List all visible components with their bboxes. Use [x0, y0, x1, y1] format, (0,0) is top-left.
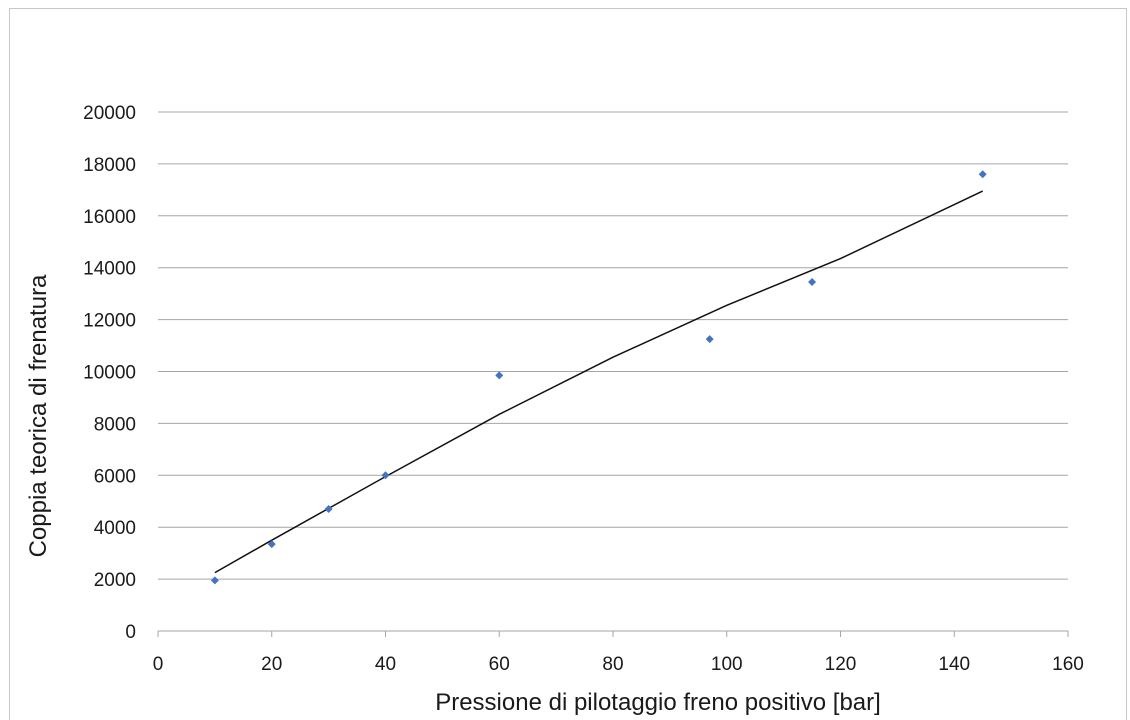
y-tick-label: 20000: [83, 103, 136, 124]
axes: [157, 630, 1069, 637]
trendline-layer: [214, 190, 984, 574]
x-tick-label: 60: [489, 654, 510, 675]
data-point: [495, 371, 504, 380]
y-tick-label: 14000: [83, 259, 136, 280]
x-tick-label: 0: [153, 654, 164, 675]
data-point: [324, 505, 333, 514]
y-tick-label: 12000: [83, 311, 136, 332]
y-tick-label: 8000: [94, 414, 136, 435]
x-tick-label: 80: [602, 654, 623, 675]
x-tick-label: 160: [1052, 654, 1084, 675]
y-axis-title: Coppia teorica di frenatura: [25, 274, 52, 557]
y-tick-label: 18000: [83, 155, 136, 176]
data-point: [381, 471, 390, 480]
data-point: [210, 576, 219, 585]
x-tick-label: 140: [938, 654, 970, 675]
y-tick-label: 2000: [94, 570, 136, 591]
y-tick-label: 0: [125, 622, 136, 643]
x-tick-label: 40: [375, 654, 396, 675]
data-point: [705, 335, 714, 344]
data-point: [808, 277, 817, 286]
gridlines: [158, 111, 1068, 580]
y-tick-label: 10000: [83, 363, 136, 384]
data-point: [978, 170, 987, 179]
x-tick-label: 20: [261, 654, 282, 675]
data-point: [267, 540, 276, 549]
y-tick-label: 4000: [94, 518, 136, 539]
y-tick-label: 6000: [94, 466, 136, 487]
trendline: [214, 190, 984, 574]
chart-frame: [9, 8, 1127, 720]
x-tick-label: 100: [711, 654, 743, 675]
tick-labels: 0 2000 4000 6000 8000 10000 12000 14000 16000 180…: [83, 103, 1084, 675]
x-tick-label: 120: [825, 654, 857, 675]
y-tick-label: 16000: [83, 207, 136, 228]
x-axis-title: Pressione di pilotaggio freno positivo […: [435, 689, 881, 716]
data-points: [210, 170, 987, 585]
